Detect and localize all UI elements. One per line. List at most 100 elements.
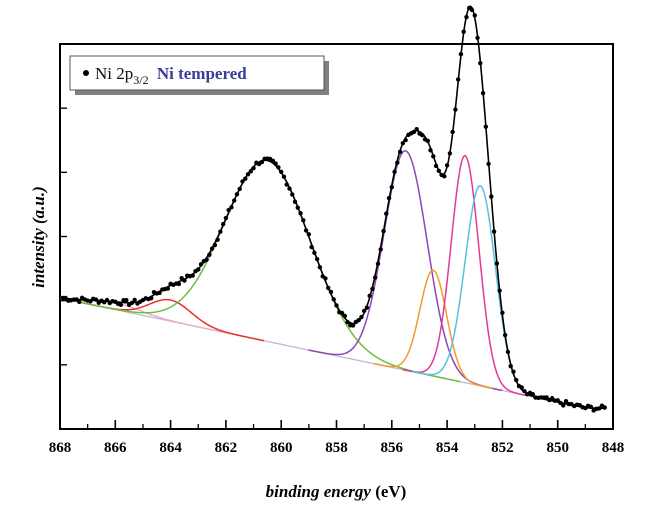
data-point bbox=[196, 267, 201, 272]
x-tick-label: 862 bbox=[215, 440, 238, 456]
data-point bbox=[88, 299, 93, 304]
data-point bbox=[596, 406, 602, 411]
data-point bbox=[165, 286, 171, 291]
data-point bbox=[323, 276, 328, 281]
data-point bbox=[198, 262, 204, 267]
data-point bbox=[511, 369, 516, 374]
x-tick-label: 852 bbox=[491, 440, 514, 456]
data-point bbox=[505, 349, 511, 355]
data-point bbox=[381, 228, 386, 234]
data-point bbox=[444, 163, 450, 168]
data-point bbox=[395, 160, 400, 165]
data-point bbox=[442, 174, 447, 179]
data-point bbox=[453, 107, 458, 112]
y-axis-label: intensity (a.u.) bbox=[29, 186, 48, 288]
data-point bbox=[420, 133, 425, 138]
data-point bbox=[486, 161, 491, 167]
data-point bbox=[475, 35, 480, 41]
data-point bbox=[190, 273, 195, 278]
data-point bbox=[411, 129, 417, 135]
data-point bbox=[397, 149, 403, 155]
data-point bbox=[284, 182, 289, 187]
data-point bbox=[359, 314, 364, 320]
data-point bbox=[93, 297, 99, 302]
data-point bbox=[218, 229, 223, 234]
data-point bbox=[480, 91, 486, 96]
data-point bbox=[483, 124, 489, 129]
data-point bbox=[281, 174, 287, 179]
data-point bbox=[339, 310, 345, 316]
data-point bbox=[306, 232, 312, 237]
data-point bbox=[389, 184, 394, 190]
x-tick-label: 854 bbox=[436, 440, 459, 456]
x-tick-label: 848 bbox=[602, 440, 625, 456]
x-tick-label: 858 bbox=[325, 440, 348, 456]
data-point bbox=[384, 211, 389, 216]
data-point bbox=[182, 278, 187, 283]
data-point bbox=[447, 151, 453, 156]
component-peak-6 bbox=[402, 154, 528, 397]
data-point bbox=[342, 313, 347, 319]
data-point bbox=[472, 13, 477, 18]
data-point bbox=[431, 154, 436, 159]
data-point bbox=[478, 61, 483, 66]
data-point bbox=[400, 141, 406, 146]
legend-entry: Ni 2p3/2 Ni tempered bbox=[95, 64, 247, 88]
x-tick-label: 850 bbox=[546, 440, 569, 456]
data-point bbox=[602, 405, 607, 410]
data-point bbox=[502, 332, 508, 338]
data-point bbox=[63, 295, 68, 301]
data-point bbox=[334, 303, 339, 308]
data-point bbox=[132, 297, 137, 303]
data-point bbox=[403, 137, 408, 143]
data-point bbox=[345, 319, 350, 325]
data-point bbox=[494, 261, 500, 266]
data-point bbox=[489, 194, 494, 199]
data-point bbox=[243, 176, 248, 181]
legend-marker bbox=[83, 70, 89, 76]
component-peak-5 bbox=[373, 269, 493, 390]
data-points bbox=[60, 5, 607, 413]
data-point bbox=[279, 169, 284, 174]
x-tick-label: 868 bbox=[49, 440, 72, 456]
data-point bbox=[497, 288, 502, 293]
plot-frame bbox=[59, 43, 614, 430]
y-axis-ticks bbox=[60, 107, 67, 366]
data-point bbox=[314, 256, 320, 262]
data-point bbox=[312, 250, 317, 255]
x-tick-label: 866 bbox=[104, 440, 127, 456]
data-point bbox=[514, 377, 519, 383]
data-point bbox=[124, 297, 129, 303]
data-point bbox=[295, 205, 300, 210]
data-point bbox=[251, 165, 256, 171]
component-peak-7 bbox=[411, 184, 549, 401]
legend-marker-sub: 3/2 bbox=[133, 73, 148, 87]
data-point bbox=[530, 392, 536, 397]
data-point bbox=[270, 158, 276, 164]
data-point bbox=[428, 148, 433, 153]
data-point bbox=[77, 299, 82, 305]
data-point bbox=[458, 51, 464, 57]
data-point bbox=[259, 159, 265, 165]
data-point bbox=[303, 228, 309, 233]
x-axis-label: binding energy (eV) bbox=[266, 482, 407, 501]
fit-curves bbox=[59, 5, 605, 410]
data-point bbox=[436, 168, 442, 173]
legend-box bbox=[69, 55, 325, 91]
data-point bbox=[215, 237, 220, 242]
data-point bbox=[367, 293, 372, 298]
data-point bbox=[328, 289, 334, 295]
data-point bbox=[309, 244, 314, 250]
data-point bbox=[237, 186, 242, 192]
data-point bbox=[317, 265, 323, 270]
data-point bbox=[588, 404, 594, 409]
data-point bbox=[229, 205, 234, 210]
data-point bbox=[220, 221, 226, 227]
x-axis-ticks: 868 866 864 862 860 858 856 854 852 850 848 bbox=[49, 420, 625, 456]
data-point bbox=[287, 186, 292, 191]
data-point bbox=[248, 169, 253, 174]
data-point bbox=[212, 242, 218, 248]
x-tick-label: 864 bbox=[159, 440, 182, 456]
data-point bbox=[273, 161, 278, 166]
data-point bbox=[326, 285, 331, 291]
